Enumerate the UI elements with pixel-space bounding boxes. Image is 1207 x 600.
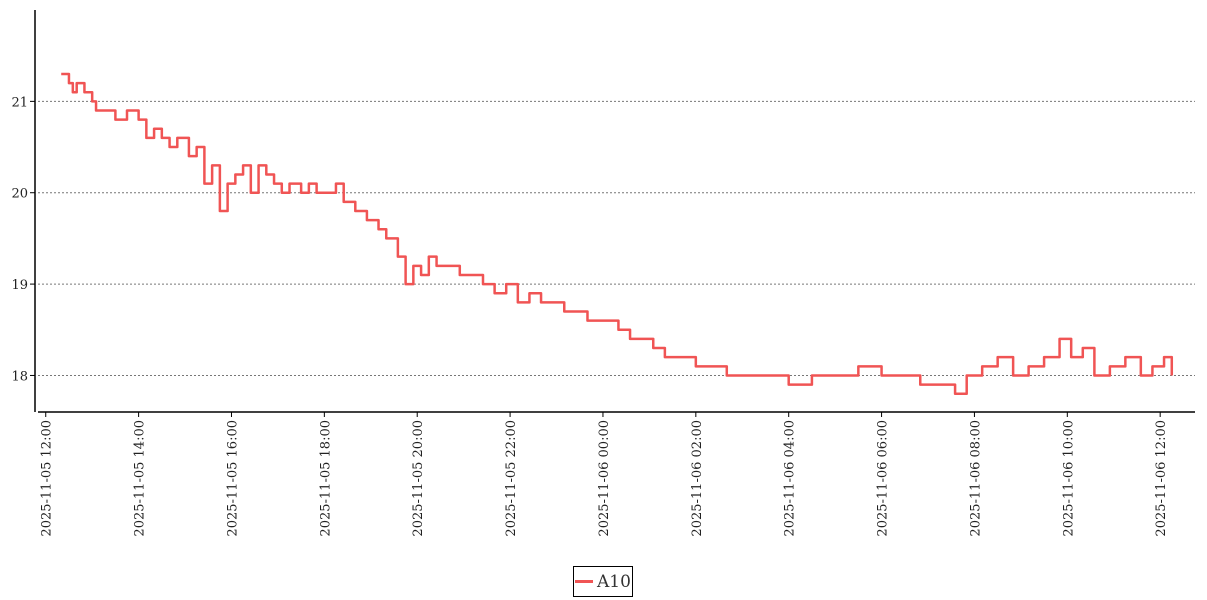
x-tick-label: 2025-11-06 04:00: [783, 420, 798, 537]
y-tick-label: 19: [11, 278, 28, 293]
x-tick-label: 2025-11-06 12:00: [1154, 420, 1169, 537]
series-lines: [61, 72, 1174, 395]
x-tick-label: 2025-11-06 10:00: [1061, 420, 1076, 537]
x-tick-label: 2025-11-05 22:00: [504, 420, 519, 537]
y-tick-labels: 18 19 20 21: [11, 95, 35, 384]
legend-swatch-a10: [575, 580, 594, 583]
y-tick-label: 20: [11, 187, 28, 202]
axes: [34, 10, 1195, 413]
x-tick-label: 2025-11-06 02:00: [690, 420, 705, 537]
x-tick-label: 2025-11-05 18:00: [318, 420, 333, 537]
x-tick-label: 2025-11-05 14:00: [133, 420, 148, 537]
x-tick-label: 2025-11-05 20:00: [411, 420, 426, 537]
y-tick-label: 18: [11, 369, 28, 384]
legend-label-a10: A10: [597, 571, 631, 592]
x-tick-label: 2025-11-06 08:00: [968, 420, 983, 537]
x-tick-label: 2025-11-06 00:00: [597, 420, 612, 537]
grid-lines: [38, 100, 1195, 376]
y-tick-label: 21: [11, 95, 28, 110]
x-tick-labels: 2025-11-05 12:00 2025-11-05 14:00 2025-11-…: [40, 412, 1169, 537]
x-tick-label: 2025-11-06 06:00: [876, 420, 891, 537]
legend: A10: [573, 566, 633, 597]
x-tick-label: 2025-11-05 12:00: [40, 420, 55, 537]
series-line-a10: [61, 72, 1174, 395]
x-tick-label: 2025-11-05 16:00: [225, 420, 240, 537]
